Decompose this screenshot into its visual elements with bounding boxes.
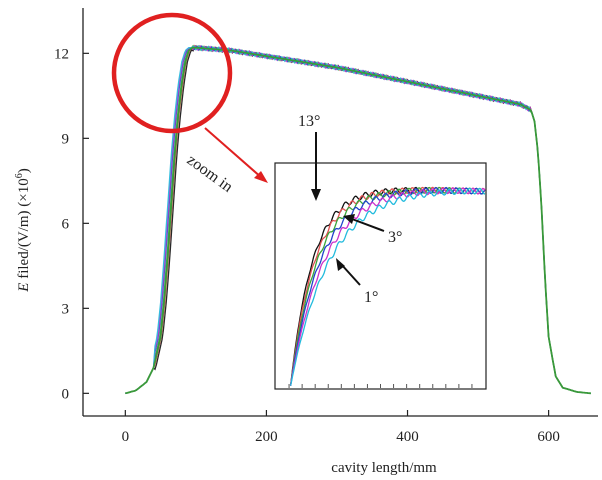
inset-line-13deg: [289, 187, 486, 386]
inset-ticks: [288, 384, 473, 388]
annotation-3deg-label: 3°: [388, 229, 402, 246]
highlight-circle: [111, 12, 233, 134]
x-ticks: 0 200 400 600: [122, 410, 560, 445]
y-tick-label: 0: [62, 386, 70, 402]
main-series-lines: [125, 44, 591, 395]
annotation-13deg-label: 13°: [298, 113, 320, 130]
series-line-13deg: [125, 44, 591, 394]
annotation-13deg: 13°: [298, 113, 321, 201]
y-axis-label: E filed/(V/m) (×106): [14, 168, 32, 292]
y-tick-label: 9: [62, 131, 70, 147]
x-tick-label: 0: [122, 429, 130, 445]
zoom-in-label: zoom in: [184, 151, 236, 195]
y-ticks: 0 3 6 9 12: [54, 46, 89, 402]
inset-frame: [274, 162, 487, 390]
x-tick-label: 600: [537, 429, 560, 445]
y-axis-label-exponent: 6: [14, 173, 25, 178]
y-tick-label: 12: [54, 46, 69, 62]
x-tick-label: 200: [255, 429, 278, 445]
inset-series-lines: [289, 186, 486, 386]
annotation-1deg-label: 1°: [364, 289, 378, 306]
annotation-3deg: 3°: [343, 214, 402, 246]
y-axis-label-symbol: E: [16, 283, 32, 293]
y-tick-label: 3: [62, 301, 70, 317]
x-tick-label: 400: [396, 429, 419, 445]
zoom-arrow: [204, 127, 268, 183]
y-axis-label-close: ): [16, 168, 32, 173]
axes: [82, 8, 598, 417]
y-axis-label-main: filed/(V/m) (×10: [16, 178, 32, 282]
x-axis-label: cavity length/mm: [331, 460, 437, 476]
y-tick-label: 6: [62, 216, 70, 232]
series-line-9deg: [125, 45, 591, 394]
annotation-1deg: 1°: [336, 258, 378, 306]
series-line-envelope: [125, 46, 591, 395]
inset-zoom-panel: [274, 162, 487, 390]
